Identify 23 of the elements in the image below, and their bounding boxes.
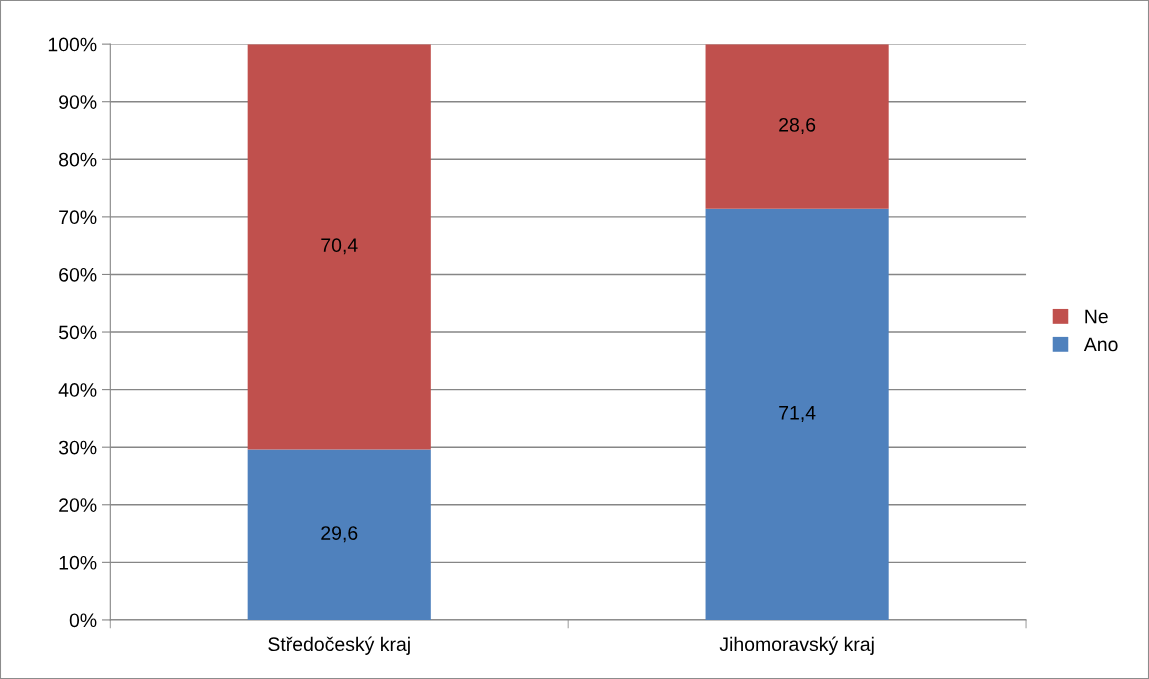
data-label: 70,4 [321,238,358,255]
data-label: 28,6 [779,117,816,134]
legend-label: Ano [1083,337,1118,352]
y-tick-label: 10% [59,555,97,570]
bar [247,449,431,620]
bar [705,208,889,620]
data-label: 29,6 [321,526,358,543]
data-label: 71,4 [779,406,816,422]
y-tick-label: 50% [58,325,97,340]
y-tick-label: 20% [59,498,97,513]
x-tick-label: Jihomoravský kraj [719,636,874,655]
legend-label: Ne [1085,309,1108,324]
y-tick-label: 80% [59,152,97,167]
y-tick-label: 90% [59,95,97,109]
x-tick-label: Středočeský kraj [268,636,410,655]
bar [247,44,431,450]
bar [705,44,889,209]
y-tick-label: 60% [59,267,97,282]
y-tick-label: 70% [59,210,97,225]
y-tick-label: 0% [69,613,97,628]
y-tick-label: 30% [58,440,97,455]
y-tick-label: 40% [58,383,97,397]
y-tick-label: 100% [48,37,97,52]
